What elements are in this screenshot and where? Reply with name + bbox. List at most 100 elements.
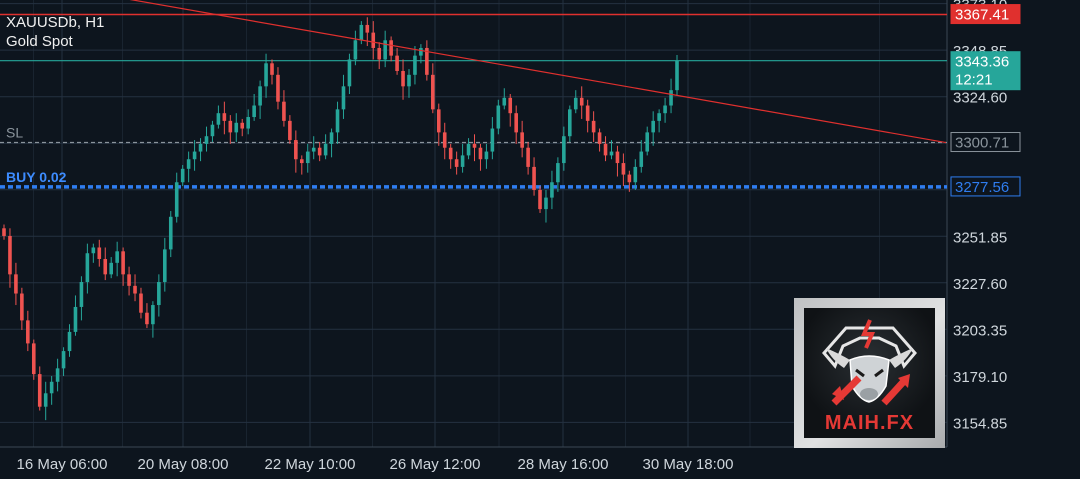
candle-body bbox=[621, 163, 626, 175]
candle-body bbox=[323, 143, 328, 156]
candle-body bbox=[145, 312, 149, 325]
candle-body bbox=[216, 113, 221, 125]
candle-body bbox=[645, 132, 650, 152]
price-tag-text-sl: 3300.71 bbox=[955, 135, 1009, 152]
candle-body bbox=[276, 74, 280, 102]
candle-body bbox=[163, 249, 167, 283]
candle-body bbox=[609, 151, 614, 156]
candle-body bbox=[204, 136, 209, 144]
candle-body bbox=[228, 120, 233, 133]
candle-body bbox=[401, 70, 405, 87]
candle-body bbox=[270, 63, 274, 75]
candle-body bbox=[37, 374, 42, 407]
candle-body bbox=[520, 132, 524, 148]
candle-body bbox=[91, 247, 96, 254]
candle-body bbox=[49, 381, 54, 394]
y-tick-label: 3154.85 bbox=[953, 415, 1007, 432]
candle-body bbox=[425, 47, 429, 75]
candle-body bbox=[174, 182, 179, 217]
instrument-label: Gold Spot bbox=[6, 33, 74, 50]
candle-body bbox=[353, 40, 358, 60]
candle-body bbox=[597, 132, 602, 144]
candle-body bbox=[61, 351, 66, 369]
candle-body bbox=[55, 368, 60, 382]
candle-body bbox=[341, 86, 346, 110]
candle-body bbox=[454, 159, 459, 167]
y-tick-label: 3227.60 bbox=[953, 276, 1007, 293]
candle-body bbox=[657, 113, 661, 121]
candle-body bbox=[383, 40, 387, 60]
candle-body bbox=[633, 166, 638, 183]
candle-body bbox=[448, 147, 453, 160]
candle-body bbox=[556, 163, 560, 183]
candle-body bbox=[210, 124, 215, 137]
candle-body bbox=[538, 189, 542, 210]
level-text-sl: SL bbox=[6, 125, 23, 141]
candle-body bbox=[31, 343, 36, 375]
candle-body bbox=[317, 147, 322, 156]
candle-body bbox=[567, 109, 572, 137]
candle-body bbox=[282, 101, 286, 121]
watermark-logo: MAIH.FX bbox=[794, 298, 945, 448]
candle-body bbox=[246, 117, 250, 129]
candle-body bbox=[484, 151, 489, 160]
y-tick-label: 3251.85 bbox=[953, 229, 1007, 246]
price-tag-sl bbox=[950, 132, 1021, 153]
candle-body bbox=[478, 147, 483, 160]
candle-body bbox=[14, 274, 18, 294]
candle-body bbox=[431, 74, 435, 110]
candle-body bbox=[20, 293, 24, 321]
candle-body bbox=[669, 90, 673, 106]
candle-body bbox=[192, 151, 197, 160]
candle-body bbox=[544, 197, 548, 210]
label-layer: 3373.103348.853324.603300.353276.103251.… bbox=[6, 0, 1021, 473]
candle-body bbox=[502, 97, 507, 106]
candle-body bbox=[663, 105, 667, 114]
candle-body bbox=[43, 393, 48, 407]
level-layer bbox=[0, 13, 947, 189]
candle-body bbox=[413, 55, 417, 75]
candle-body bbox=[180, 168, 185, 183]
candle-body bbox=[103, 258, 108, 275]
candle-body bbox=[579, 97, 584, 106]
trendline bbox=[129, 0, 947, 144]
bull-icon bbox=[822, 319, 917, 406]
candle-body bbox=[359, 24, 364, 41]
y-tick-label: 3324.60 bbox=[953, 90, 1007, 107]
candle-body bbox=[109, 262, 114, 275]
candle-body bbox=[371, 32, 376, 48]
candle-body bbox=[639, 151, 644, 167]
x-tick-label: 26 May 12:00 bbox=[390, 456, 481, 473]
candle-body bbox=[198, 143, 203, 152]
price-tag-resistance bbox=[950, 4, 1021, 25]
candle-body bbox=[2, 228, 6, 236]
candle-body bbox=[8, 235, 12, 275]
candle-body bbox=[442, 132, 447, 148]
candle-body bbox=[675, 60, 679, 91]
candle-body bbox=[139, 293, 143, 313]
candle-body bbox=[365, 24, 370, 33]
candle-body bbox=[389, 40, 393, 56]
candle-body bbox=[240, 122, 245, 129]
candle-body bbox=[157, 282, 161, 306]
candle-body bbox=[151, 305, 155, 325]
candle-body bbox=[550, 182, 554, 198]
candle-body bbox=[573, 97, 578, 110]
x-tick-label: 30 May 18:00 bbox=[643, 456, 734, 473]
logo-text: MAIH.FX bbox=[824, 412, 915, 434]
candle-body bbox=[288, 120, 292, 141]
candle-body bbox=[460, 155, 465, 167]
candle-body bbox=[335, 109, 340, 133]
candle-body bbox=[419, 47, 423, 56]
candle-body bbox=[532, 166, 536, 190]
candle-body bbox=[222, 113, 227, 121]
candle-body bbox=[347, 59, 352, 87]
price-tag-current bbox=[950, 51, 1021, 91]
candle-body bbox=[377, 47, 382, 60]
candle-body bbox=[234, 122, 239, 133]
candle-body bbox=[508, 97, 513, 114]
price-tag-timer: 12:21 bbox=[955, 72, 993, 89]
candle-body bbox=[252, 105, 256, 118]
